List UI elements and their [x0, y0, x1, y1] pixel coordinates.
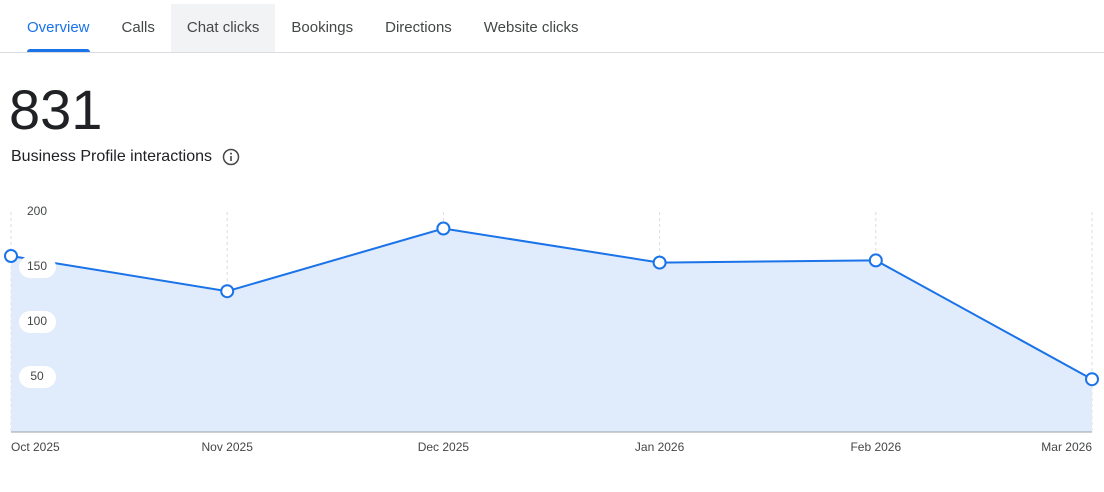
metric-label: Business Profile interactions — [11, 148, 212, 165]
y-tick-label: 50 — [30, 369, 44, 383]
point — [220, 284, 235, 299]
x-tick-label: Jan 2026 — [635, 440, 685, 454]
x-tick-label: Mar 2026 — [1041, 440, 1092, 454]
y-tick-pill — [19, 311, 56, 333]
y-tick-pill — [19, 256, 56, 278]
y-tick-pill — [19, 201, 56, 223]
point — [1085, 372, 1099, 387]
area — [11, 228, 1092, 432]
y-tick-label: 200 — [27, 204, 47, 218]
y-tick-label: 150 — [27, 259, 47, 273]
point — [652, 255, 667, 270]
point — [4, 249, 18, 263]
tab[interactable]: Directions — [385, 19, 452, 36]
tab-bar: Overview Calls Chat clicks Bookings Dire… — [11, 4, 595, 52]
y-tick-label: 100 — [27, 314, 47, 328]
tab[interactable]: Bookings — [291, 19, 354, 36]
y-tick-pill — [19, 366, 56, 388]
line — [10, 227, 1093, 381]
tab[interactable]: Overview — [11, 4, 106, 52]
x-tick-label: Oct 2025 — [11, 440, 60, 454]
info-icon[interactable] — [222, 148, 240, 166]
tab[interactable]: Website clicks — [483, 19, 579, 36]
metric-value: 831 — [9, 78, 103, 141]
point — [868, 253, 883, 268]
divider — [0, 52, 1104, 53]
x-tick-label: Feb 2026 — [850, 440, 901, 454]
tab[interactable]: Chat clicks — [170, 4, 276, 52]
point — [436, 221, 451, 236]
metric-label-row: Business Profile interactions — [11, 147, 240, 167]
tab[interactable]: Calls — [121, 19, 155, 36]
x-tick-label: Nov 2025 — [202, 440, 254, 454]
x-tick-label: Dec 2025 — [418, 440, 470, 454]
